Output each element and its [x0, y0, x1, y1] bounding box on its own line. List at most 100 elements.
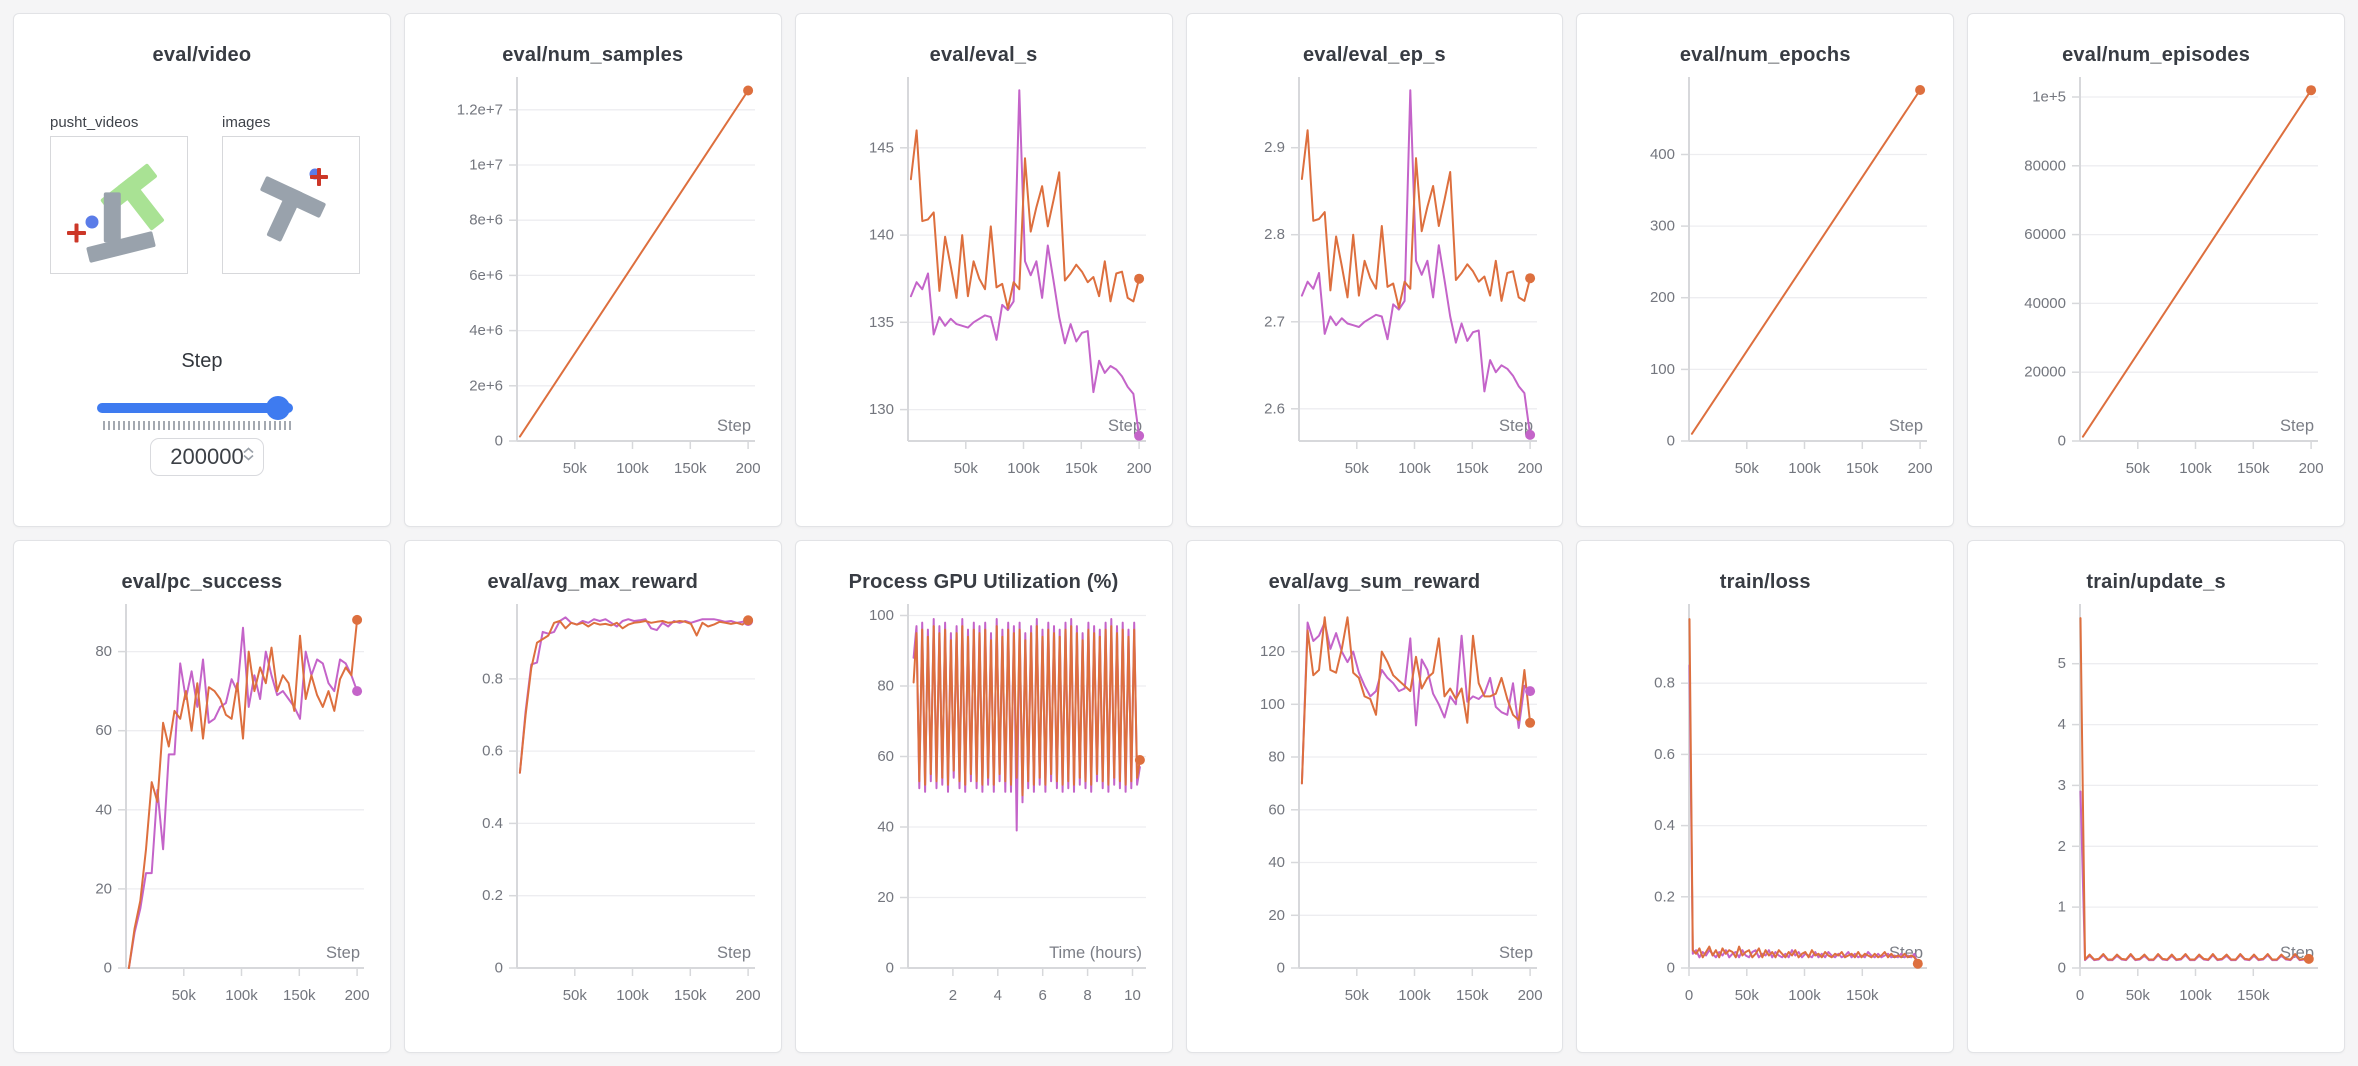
chart-eval-avg-max-reward[interactable]: 0 0.2 0.4 0.6 0.8 50k 100k 150k 200 Step: [405, 598, 782, 1022]
step-slider-thumb[interactable]: [266, 396, 290, 420]
svg-text:2.7: 2.7: [1264, 313, 1285, 330]
chart-eval-num-episodes[interactable]: 0 20000 40000 60000 80000 1e+5 50k 100k 150k 200 S…: [1968, 71, 2345, 495]
svg-text:2: 2: [948, 987, 956, 1004]
svg-text:150k: 150k: [1065, 460, 1098, 477]
svg-text:100k: 100k: [1398, 987, 1431, 1004]
chart-title: eval/num_epochs: [1679, 44, 1851, 66]
chevron-up-icon[interactable]: [243, 447, 254, 454]
chart-title: eval/pc_success: [121, 570, 283, 593]
chart-eval-eval-ep-s[interactable]: 2.6 2.7 2.8 2.9 50k 100k 150k 200 Step: [1187, 71, 1564, 495]
chart-gpu-utilization[interactable]: 0 20 40 60 80 100 2 4 6 8 10 Time (hours): [796, 598, 1173, 1022]
agent-dot: [85, 215, 99, 229]
svg-text:400: 400: [1650, 146, 1675, 163]
svg-text:80: 80: [95, 643, 112, 660]
panel-train-update-s: train/update_s 0 1 2 3 4 5 0 50k 100k 150k Step: [1967, 539, 2345, 1053]
chart-title: eval/avg_max_reward: [487, 570, 699, 593]
panel-eval-eval-s: eval/eval_s 130 135 140 145 50k 100k 150k 200 St…: [794, 13, 1173, 527]
chart-title: eval/num_samples: [502, 44, 684, 66]
svg-text:60: 60: [877, 748, 894, 765]
svg-text:0.6: 0.6: [1654, 745, 1675, 762]
svg-text:145: 145: [869, 139, 894, 156]
svg-text:50k: 50k: [172, 987, 197, 1004]
svg-text:150k: 150k: [674, 460, 707, 477]
svg-text:Time (hours): Time (hours): [1049, 944, 1142, 962]
stepper-arrows[interactable]: [243, 447, 254, 461]
svg-text:100: 100: [869, 607, 894, 624]
chart-eval-num-epochs[interactable]: 0 100 200 300 400 50k 100k 150k 200 Step: [1577, 71, 1954, 495]
svg-text:200: 200: [1517, 460, 1542, 477]
svg-text:50k: 50k: [2126, 460, 2151, 477]
svg-text:150k: 150k: [1846, 460, 1879, 477]
chart-title: eval/eval_ep_s: [1302, 44, 1446, 66]
svg-text:120: 120: [1259, 643, 1284, 660]
svg-text:0: 0: [2076, 987, 2084, 1004]
svg-text:Step: Step: [2280, 417, 2314, 435]
image-thumbnail[interactable]: [222, 136, 360, 274]
svg-text:100k: 100k: [2179, 460, 2212, 477]
svg-text:6e+6: 6e+6: [469, 267, 503, 284]
svg-text:Step: Step: [1108, 417, 1142, 435]
video-thumbnail-pusht[interactable]: [50, 136, 188, 274]
pusht-image-frame: [260, 168, 328, 242]
svg-text:200: 200: [735, 987, 760, 1004]
chevron-down-icon[interactable]: [243, 454, 254, 461]
svg-text:4: 4: [993, 987, 1001, 1004]
svg-text:100k: 100k: [225, 987, 258, 1004]
svg-text:2.9: 2.9: [1264, 139, 1285, 156]
chart-title: train/update_s: [2086, 570, 2226, 593]
svg-text:80: 80: [1268, 748, 1285, 765]
svg-text:40: 40: [95, 801, 112, 818]
svg-text:200: 200: [1908, 460, 1933, 477]
svg-text:8: 8: [1083, 987, 1091, 1004]
svg-text:0: 0: [1667, 959, 1675, 976]
step-value: 200000: [170, 444, 244, 469]
svg-text:150k: 150k: [1846, 987, 1879, 1004]
svg-text:100k: 100k: [1007, 460, 1040, 477]
svg-text:0: 0: [104, 959, 112, 976]
svg-text:80000: 80000: [2024, 157, 2066, 174]
svg-text:20000: 20000: [2024, 364, 2066, 381]
chart-title: eval/num_episodes: [2062, 44, 2251, 66]
chart-title: Process GPU Utilization (%): [848, 570, 1119, 593]
svg-text:0: 0: [1667, 433, 1675, 450]
panel-eval-eval-ep-s: eval/eval_ep_s 2.6 2.7 2.8 2.9 50k 100k 150k 20…: [1185, 13, 1564, 527]
svg-text:1.2e+7: 1.2e+7: [457, 101, 503, 118]
svg-text:0.6: 0.6: [482, 742, 503, 759]
svg-text:0.4: 0.4: [1654, 817, 1675, 834]
svg-text:100k: 100k: [1398, 460, 1431, 477]
svg-text:100k: 100k: [1789, 987, 1822, 1004]
svg-text:Step: Step: [1499, 944, 1533, 962]
svg-text:Step: Step: [717, 944, 751, 962]
svg-text:20: 20: [95, 880, 112, 897]
chart-title: eval/avg_sum_reward: [1268, 570, 1481, 593]
chart-eval-pc-success[interactable]: 0 20 40 60 80 50k 100k 150k 200 Step: [14, 598, 391, 1022]
step-slider[interactable]: [97, 403, 293, 413]
svg-text:20: 20: [1268, 906, 1285, 923]
step-slider-label: Step: [181, 350, 223, 372]
chart-eval-num-samples[interactable]: 0 2e+6 4e+6 6e+6 8e+6 1e+7 1.2e+7 50k 100k 150k 20…: [405, 71, 782, 495]
media-label-pusht-videos: pusht_videos: [50, 114, 139, 131]
panel-eval-avg-max-reward: eval/avg_max_reward 0 0.2 0.4 0.6 0.8 50k 100k…: [403, 539, 782, 1053]
step-value-input[interactable]: 200000: [150, 438, 264, 476]
svg-text:0: 0: [885, 959, 893, 976]
panel-gpu-utilization: Process GPU Utilization (%) 0 20 40 60 80 100…: [794, 539, 1173, 1053]
svg-text:150k: 150k: [1456, 460, 1489, 477]
svg-text:0.2: 0.2: [482, 887, 503, 904]
svg-text:100: 100: [1259, 695, 1284, 712]
target-cross: [67, 223, 86, 243]
svg-text:8e+6: 8e+6: [469, 212, 503, 229]
chart-eval-eval-s[interactable]: 130 135 140 145 50k 100k 150k 200 Step: [796, 71, 1173, 495]
svg-text:200: 200: [2299, 460, 2324, 477]
svg-text:3: 3: [2058, 776, 2066, 793]
panel-title-eval-video: eval/video: [152, 44, 252, 66]
svg-text:100: 100: [1650, 361, 1675, 378]
chart-eval-avg-sum-reward[interactable]: 0 20 40 60 80 100 120 50k 100k 150k 200 Step: [1187, 598, 1564, 1022]
svg-text:100k: 100k: [1789, 460, 1822, 477]
svg-text:0.8: 0.8: [1654, 674, 1675, 691]
svg-text:130: 130: [869, 401, 894, 418]
svg-text:0: 0: [1276, 959, 1284, 976]
svg-text:150k: 150k: [2237, 460, 2270, 477]
